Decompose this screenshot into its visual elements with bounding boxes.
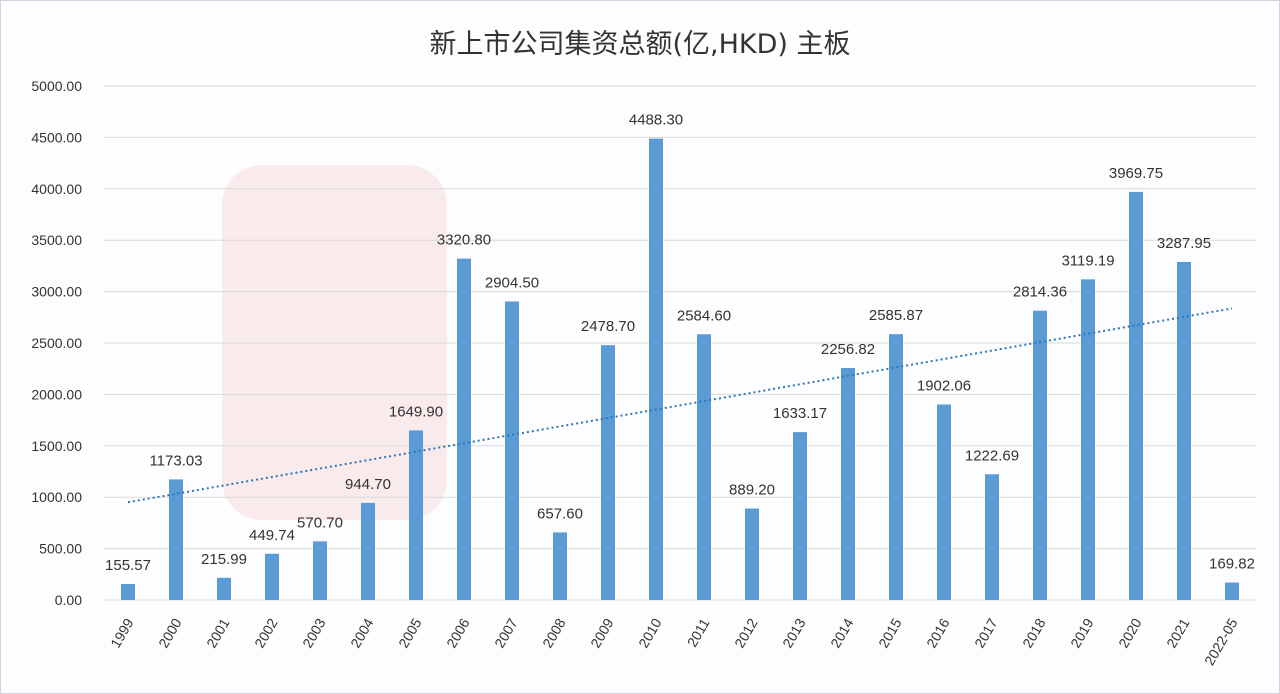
bar [121,584,135,600]
trendline [127,307,1233,504]
bar [793,432,807,600]
bar [1225,582,1239,600]
data-label: 3320.80 [437,232,491,249]
data-label: 155.57 [105,557,151,574]
data-label: 657.60 [537,505,583,522]
y-tick-label: 1500.00 [31,438,82,454]
data-label: 2585.87 [869,307,923,324]
bar [361,502,375,600]
data-label: 944.70 [345,476,391,493]
x-tick-label: 2004 [347,615,377,650]
bar [1033,310,1047,600]
bar [457,258,471,600]
data-label: 3969.75 [1109,165,1163,182]
bar [649,138,663,600]
bar [1129,191,1143,600]
x-tick-label: 2000 [155,615,185,650]
data-label: 3119.19 [1061,252,1114,269]
x-tick-label: 2009 [587,615,617,650]
data-label: 169.82 [1209,556,1255,573]
y-tick-label: 3000.00 [31,284,82,300]
x-tick-label: 2016 [923,615,953,650]
x-tick-label: 2010 [635,615,665,650]
x-tick-label: 2005 [395,615,425,650]
data-label: 2814.36 [1013,284,1067,301]
x-tick-label: 2012 [731,615,761,650]
data-label: 1902.06 [917,377,971,394]
bar [985,474,999,600]
bar [313,541,327,600]
data-label: 1633.17 [773,405,827,422]
x-tick-label: 2018 [1019,615,1049,650]
bar [889,334,903,600]
x-tick-label: 2013 [779,615,809,650]
x-tick-label: 2002 [251,615,281,650]
bar [601,345,615,600]
y-tick-label: 3500.00 [31,232,82,248]
bar [937,404,951,600]
data-label: 2904.50 [485,274,539,291]
bar [505,301,519,600]
bar [553,532,567,600]
data-label: 1173.03 [149,452,202,469]
data-label: 3287.95 [1157,235,1211,252]
x-tick-label: 2014 [827,615,857,650]
data-label: 1222.69 [965,447,1019,464]
y-tick-label: 2500.00 [31,335,82,351]
x-tick-label: 2021 [1163,615,1193,650]
x-tick-label: 2022-05 [1201,615,1241,668]
x-tick-label: 2003 [299,615,329,650]
data-label: 4488.30 [629,112,683,129]
data-label: 1649.90 [389,403,443,420]
data-label: 2256.82 [821,341,875,358]
x-tick-label: 2008 [539,615,569,650]
x-tick-label: 2015 [875,615,905,650]
y-tick-label: 4000.00 [31,181,82,197]
x-tick-label: 2011 [684,615,713,649]
data-label: 889.20 [729,482,775,499]
y-tick-label: 4500.00 [31,129,82,145]
x-tick-label: 2017 [971,615,1001,650]
bar [1081,279,1095,600]
data-label: 2584.60 [677,307,731,324]
bar [1177,261,1191,600]
data-label: 570.70 [297,514,343,531]
y-tick-label: 5000.00 [31,78,82,94]
y-tick-label: 2000.00 [31,386,82,402]
x-tick-label: 2001 [203,615,233,650]
y-tick-label: 0.00 [55,592,82,608]
bar [265,553,279,600]
bar [169,479,183,600]
data-label: 449.74 [249,527,295,544]
x-tick-label: 2020 [1115,615,1145,650]
chart-title: 新上市公司集资总额(亿,HKD) 主板 [429,29,851,60]
bar [409,430,423,600]
y-tick-label: 1000.00 [31,489,82,505]
x-tick-label: 2019 [1067,615,1097,650]
bar [217,577,231,600]
bar [841,367,855,600]
x-tick-label: 2006 [443,615,473,650]
data-label: 215.99 [201,551,247,568]
bar [697,334,711,600]
x-tick-label: 1999 [107,615,137,650]
data-label: 2478.70 [581,318,635,335]
bar [745,508,759,600]
x-tick-label: 2007 [491,615,521,650]
y-tick-label: 500.00 [39,541,82,557]
